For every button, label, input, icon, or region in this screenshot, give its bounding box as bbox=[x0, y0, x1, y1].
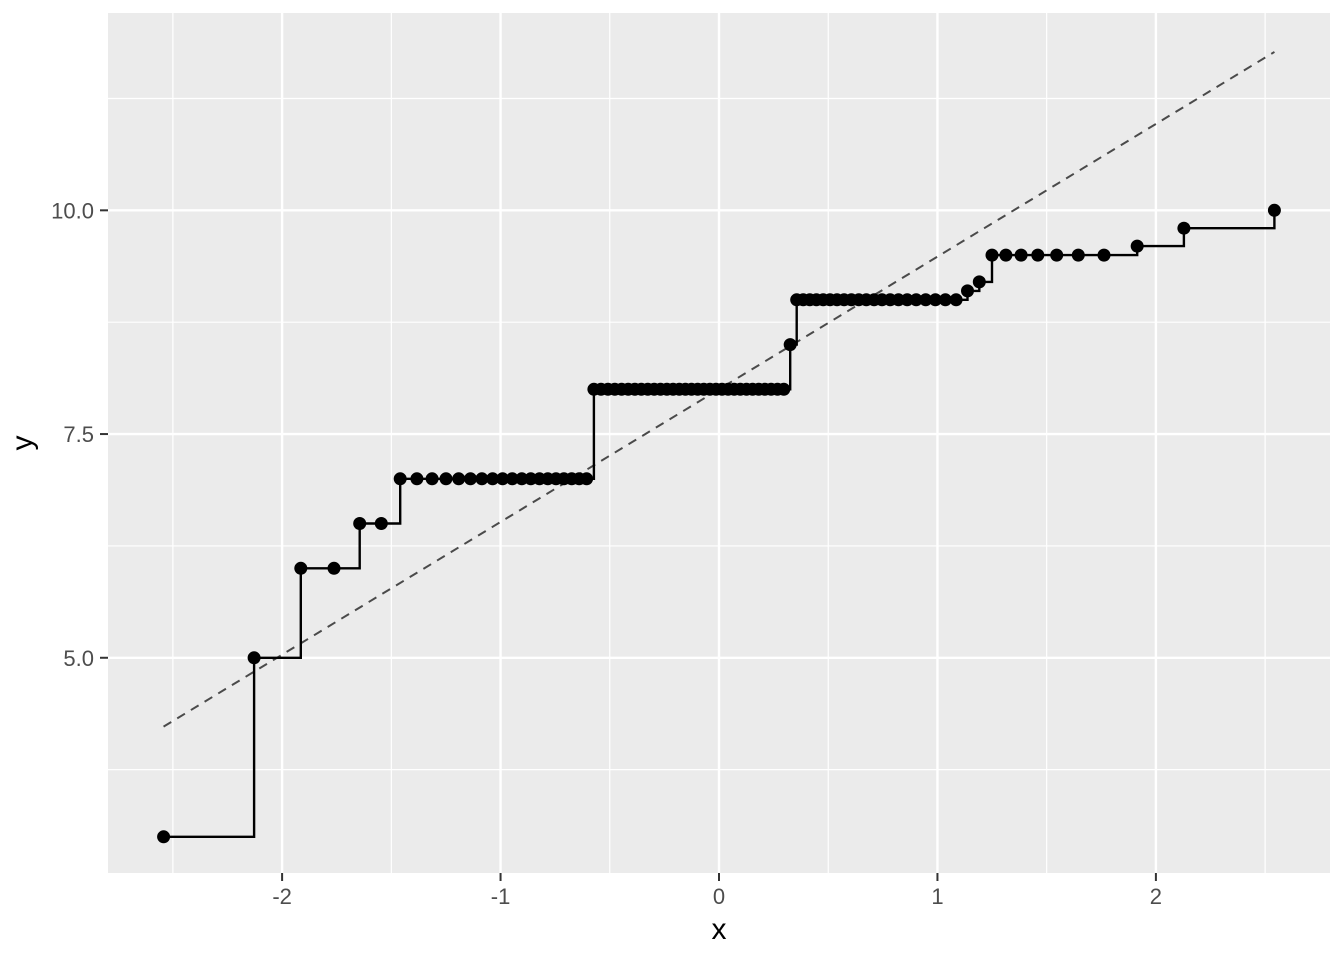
x-tick-label: 2 bbox=[1150, 884, 1162, 909]
data-point bbox=[938, 293, 952, 307]
y-axis-title: y bbox=[6, 436, 39, 451]
data-point bbox=[464, 472, 477, 486]
data-point bbox=[919, 293, 933, 307]
y-tick-label: 5.0 bbox=[63, 646, 94, 671]
data-points bbox=[157, 203, 1281, 844]
data-point bbox=[1177, 221, 1191, 235]
y-tick-label: 7.5 bbox=[63, 422, 94, 447]
data-point bbox=[294, 561, 308, 575]
data-point bbox=[985, 248, 999, 262]
data-point bbox=[496, 472, 510, 486]
data-point bbox=[999, 248, 1013, 262]
data-point bbox=[353, 517, 367, 530]
y-tick-label: 10.0 bbox=[51, 198, 94, 223]
data-point bbox=[900, 293, 914, 307]
data-point bbox=[783, 338, 797, 352]
data-point bbox=[909, 293, 923, 307]
y-tick-labels: 5.0 7.5 10.0 bbox=[51, 198, 94, 670]
data-point bbox=[486, 472, 500, 486]
data-point bbox=[439, 472, 453, 486]
data-point bbox=[1031, 248, 1045, 262]
data-point bbox=[452, 472, 466, 486]
data-point bbox=[1130, 239, 1144, 253]
x-tick-label: 1 bbox=[931, 884, 943, 909]
dashed-reference-line bbox=[163, 51, 1275, 728]
gridlines-major bbox=[108, 13, 1330, 873]
x-tick-label: -2 bbox=[272, 884, 292, 909]
data-point bbox=[928, 293, 942, 307]
qq-reference-line bbox=[163, 51, 1275, 728]
data-point bbox=[1014, 248, 1028, 262]
data-point bbox=[580, 472, 594, 486]
data-point bbox=[972, 275, 986, 289]
data-point bbox=[1071, 248, 1085, 262]
x-tick-label: 0 bbox=[713, 884, 725, 909]
x-tick-label: -1 bbox=[491, 884, 511, 909]
data-point bbox=[515, 472, 529, 486]
data-point bbox=[961, 284, 974, 298]
data-point bbox=[475, 472, 489, 486]
data-point bbox=[425, 472, 439, 486]
x-tick-labels: -2 -1 0 1 2 bbox=[272, 884, 1162, 909]
data-point bbox=[949, 293, 963, 307]
data-point bbox=[393, 472, 407, 486]
data-point bbox=[505, 472, 519, 486]
data-point bbox=[157, 830, 171, 844]
data-point bbox=[777, 382, 791, 396]
data-point bbox=[327, 561, 341, 575]
data-point bbox=[1267, 203, 1281, 217]
axis-tick-marks bbox=[100, 209, 1157, 881]
data-point bbox=[374, 517, 388, 530]
data-point bbox=[410, 472, 424, 486]
data-point bbox=[1097, 248, 1111, 262]
x-axis-title: x bbox=[712, 913, 727, 946]
data-point bbox=[1050, 248, 1064, 262]
data-point bbox=[247, 651, 261, 665]
